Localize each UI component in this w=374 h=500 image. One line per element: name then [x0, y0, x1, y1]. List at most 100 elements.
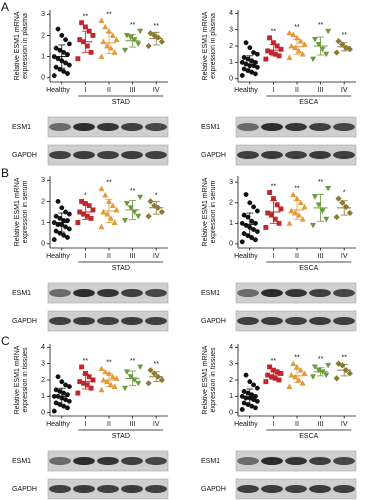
point: [135, 213, 142, 220]
point: [123, 32, 130, 39]
point: [301, 41, 308, 47]
point: [137, 364, 144, 371]
blot-label: GAPDH: [201, 152, 226, 159]
point: [121, 385, 129, 392]
blot-band: [261, 289, 283, 297]
significance: **: [271, 29, 277, 36]
x-tick-label: II: [295, 421, 299, 428]
y-tick-label: 4: [229, 344, 233, 351]
y-axis-label: Relative ESM1 mRNA: [202, 177, 209, 246]
x-tick-label: IV: [341, 87, 348, 94]
point: [309, 222, 317, 229]
point: [239, 220, 245, 226]
y-tick-label: 2: [41, 198, 45, 205]
blot-band: [49, 151, 71, 159]
significance: **: [271, 358, 277, 365]
point: [66, 41, 72, 47]
point: [263, 56, 269, 62]
point: [315, 41, 322, 48]
x-tick-label: IV: [341, 253, 348, 260]
x-tick-label: Healthy: [234, 253, 258, 260]
significance: **: [341, 354, 347, 361]
significance: **: [106, 11, 112, 18]
x-tick-label: Healthy: [46, 87, 70, 94]
group-label: ESCA: [299, 265, 318, 272]
point: [267, 35, 273, 41]
blot-label: ESM1: [12, 458, 31, 465]
point: [123, 369, 130, 375]
point: [286, 220, 293, 226]
blot-label: ESM1: [12, 124, 31, 131]
significance: **: [106, 180, 112, 187]
y-tick-label: 1: [229, 220, 233, 227]
panel-label: B: [1, 166, 9, 180]
point: [286, 29, 293, 36]
point: [299, 380, 306, 386]
y-axis-label: Relative ESM1 mRNA: [14, 345, 21, 414]
point: [137, 28, 144, 35]
point: [55, 374, 61, 380]
point: [243, 372, 249, 378]
significance: **: [130, 22, 136, 29]
group-label: STAD: [112, 433, 130, 440]
point: [77, 37, 83, 43]
x-tick-label: II: [295, 87, 299, 94]
point: [239, 393, 245, 399]
point: [65, 71, 70, 76]
blot-band: [333, 457, 355, 465]
blot-band: [285, 457, 307, 465]
y-tick-label: 3: [229, 26, 233, 33]
point: [239, 239, 245, 245]
point: [145, 213, 152, 220]
blot-band: [145, 289, 167, 297]
point: [131, 37, 138, 43]
x-tick-label: II: [107, 87, 111, 94]
blot-band: [121, 289, 143, 297]
y-tick-label: 0: [229, 76, 233, 83]
point: [51, 73, 57, 79]
point: [325, 362, 332, 369]
point: [145, 380, 152, 387]
significance: **: [153, 23, 159, 30]
point: [286, 383, 293, 389]
blot-band: [121, 151, 143, 159]
blot-label: GAPDH: [201, 318, 226, 325]
significance: **: [106, 359, 112, 366]
point: [278, 206, 284, 212]
blot-band: [285, 289, 307, 297]
blot-label: GAPDH: [12, 486, 37, 493]
point: [121, 47, 129, 54]
blot-label: GAPDH: [12, 152, 37, 159]
point: [53, 64, 59, 70]
point: [88, 385, 94, 391]
blot-band: [237, 123, 259, 131]
blot-band: [237, 289, 259, 297]
x-tick-label: Healthy: [46, 421, 70, 428]
point: [288, 42, 295, 49]
blot-band: [333, 151, 355, 159]
point: [325, 28, 332, 35]
point: [98, 223, 105, 230]
point: [274, 202, 280, 208]
point: [109, 373, 116, 380]
point: [265, 210, 271, 216]
group-label: STAD: [112, 265, 130, 272]
point: [295, 47, 302, 54]
blot-label: ESM1: [12, 290, 31, 297]
x-tick-label: III: [318, 87, 324, 94]
point: [98, 17, 105, 24]
blot-band: [285, 485, 307, 493]
significance: **: [153, 361, 159, 368]
point: [127, 35, 134, 41]
blot-band: [49, 123, 71, 131]
significance: **: [318, 22, 324, 29]
point: [301, 203, 308, 210]
point: [267, 190, 273, 195]
point: [100, 208, 107, 215]
point: [147, 30, 154, 37]
point: [75, 220, 81, 226]
point: [309, 56, 317, 63]
point: [51, 408, 57, 414]
panel-label: A: [1, 0, 9, 14]
point: [102, 191, 109, 198]
